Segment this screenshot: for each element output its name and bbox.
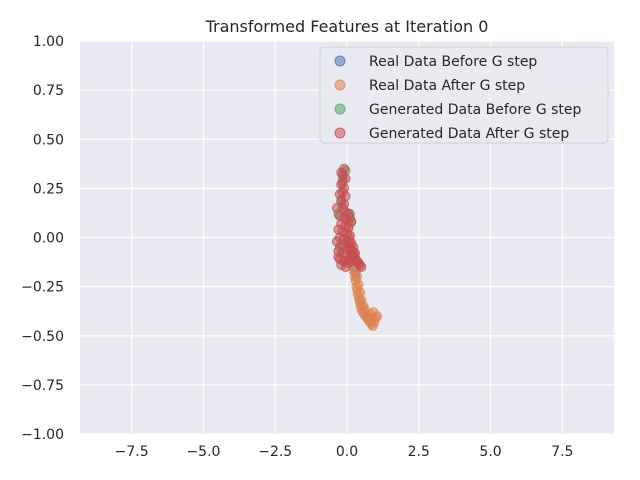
y-tick-label: 1.00 — [33, 34, 64, 50]
series-3-point — [334, 189, 345, 200]
legend-label: Generated Data After G step — [369, 126, 569, 142]
y-tick-label: 0.75 — [33, 83, 64, 99]
x-tick-label: −2.5 — [258, 444, 292, 460]
legend-box — [319, 46, 609, 144]
legend-label: Real Data Before G step — [369, 54, 537, 70]
legend-marker — [334, 55, 346, 67]
y-tick-label: −0.75 — [21, 378, 64, 394]
x-tick-label: −5.0 — [186, 444, 220, 460]
y-tick-label: −1.00 — [21, 427, 64, 443]
series-3-point — [331, 203, 342, 214]
legend-marker — [334, 103, 346, 115]
y-tick-label: −0.25 — [21, 280, 64, 296]
x-tick-label: 2.5 — [408, 444, 430, 460]
legend-marker — [334, 127, 346, 139]
series-1-point — [359, 305, 370, 316]
series-1-point — [368, 307, 379, 318]
x-tick-label: 5.0 — [479, 444, 501, 460]
y-tick-label: 0.25 — [33, 181, 64, 197]
series-3-point — [343, 208, 354, 219]
y-axis-ticks: −1.00 −0.75 −0.50 −0.25 0.00 0.25 0.50 0.75 1.00 — [21, 34, 64, 443]
series-3-point — [337, 177, 348, 188]
chart-title: Transformed Features at Iteration 0 — [205, 17, 489, 36]
legend: Real Data Before G step Real Data After G… — [319, 46, 609, 144]
series-3-point — [356, 261, 367, 272]
legend-label: Generated Data Before G step — [369, 102, 582, 118]
legend-label: Real Data After G step — [369, 78, 525, 94]
y-tick-label: 0.00 — [33, 231, 64, 247]
y-tick-label: 0.50 — [33, 132, 64, 148]
y-tick-label: −0.50 — [21, 329, 64, 345]
series-3-point — [333, 252, 344, 263]
series-3-point — [345, 256, 356, 267]
x-tick-label: 0.0 — [336, 444, 358, 460]
x-axis-ticks: −7.5 −5.0 −2.5 0.0 2.5 5.0 7.5 — [115, 444, 574, 460]
data-points — [331, 163, 383, 331]
series-3-point — [350, 248, 361, 259]
legend-marker — [334, 79, 346, 91]
x-tick-label: −7.5 — [115, 444, 149, 460]
x-tick-label: 7.5 — [551, 444, 573, 460]
